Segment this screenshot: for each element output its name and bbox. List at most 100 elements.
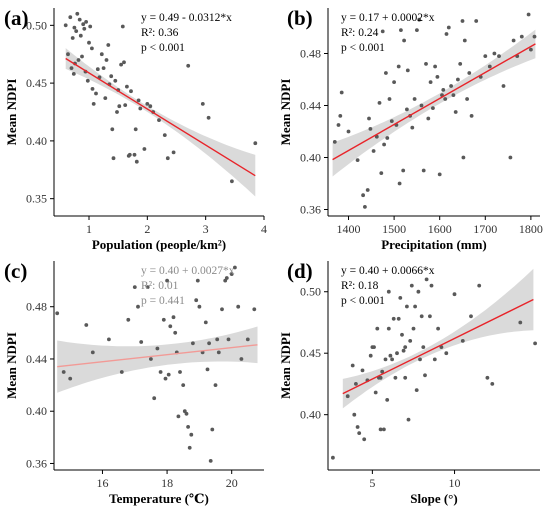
y-axis-title: Mean NDPI bbox=[278, 79, 293, 146]
data-point bbox=[400, 332, 404, 337]
data-point bbox=[415, 28, 419, 32]
data-point bbox=[148, 104, 153, 109]
data-point bbox=[346, 129, 351, 134]
data-point bbox=[125, 84, 129, 89]
data-point bbox=[393, 375, 398, 380]
data-point bbox=[501, 84, 506, 88]
data-point bbox=[405, 304, 409, 309]
data-point bbox=[444, 32, 449, 36]
data-point bbox=[101, 66, 106, 70]
data-point bbox=[189, 432, 194, 437]
x-tick-label: 1600 bbox=[428, 222, 452, 236]
data-point bbox=[435, 75, 440, 79]
data-point bbox=[91, 102, 96, 106]
data-point bbox=[127, 152, 132, 157]
annotation-line: p < 0.001 bbox=[341, 295, 385, 307]
data-point bbox=[191, 341, 195, 346]
data-point bbox=[331, 455, 335, 460]
data-point bbox=[437, 172, 442, 177]
data-point bbox=[392, 80, 396, 84]
data-point bbox=[497, 54, 501, 58]
data-point bbox=[409, 283, 414, 288]
data-point bbox=[111, 156, 116, 161]
data-point bbox=[519, 34, 524, 39]
data-point bbox=[71, 72, 76, 76]
data-point bbox=[406, 417, 411, 422]
data-point bbox=[236, 304, 241, 309]
data-point bbox=[402, 38, 406, 43]
annotation-line: R²: 0.01 bbox=[141, 280, 179, 292]
data-point bbox=[469, 114, 474, 118]
annotation-line: R²: 0.24 bbox=[341, 27, 379, 39]
data-point bbox=[405, 68, 410, 73]
confidence-band bbox=[57, 326, 258, 393]
data-point bbox=[126, 317, 131, 322]
data-point bbox=[405, 107, 409, 112]
data-point bbox=[95, 67, 100, 72]
data-point bbox=[380, 369, 385, 374]
data-point bbox=[460, 339, 465, 343]
data-point bbox=[203, 320, 208, 325]
data-point bbox=[158, 370, 163, 374]
data-point bbox=[461, 155, 466, 160]
data-point bbox=[77, 17, 82, 22]
data-point bbox=[423, 373, 427, 378]
data-point bbox=[220, 307, 224, 312]
data-point bbox=[187, 445, 192, 450]
data-point bbox=[166, 372, 171, 377]
data-point bbox=[492, 51, 497, 56]
data-point bbox=[332, 140, 337, 144]
data-point bbox=[178, 370, 182, 374]
data-point bbox=[61, 370, 66, 374]
y-axis-title: Mean NDPI bbox=[4, 332, 19, 399]
data-point bbox=[338, 114, 343, 118]
x-tick-label: 1700 bbox=[473, 222, 497, 236]
data-point bbox=[245, 337, 250, 342]
data-point bbox=[119, 370, 124, 374]
x-tick-label: 2 bbox=[144, 222, 150, 236]
data-point bbox=[368, 353, 373, 358]
data-point bbox=[456, 77, 460, 82]
data-point bbox=[107, 337, 111, 342]
regression-line bbox=[342, 298, 534, 395]
panel-3: (c) 0.36 0.40 0.44 0.48 16 18 20 Temperature (℃)… bbox=[4, 259, 264, 506]
data-point bbox=[412, 97, 417, 101]
data-point bbox=[76, 58, 81, 62]
data-point bbox=[361, 193, 365, 198]
x-tick-label: 1400 bbox=[337, 222, 361, 236]
data-point bbox=[386, 289, 391, 294]
y-tick-label: 0.35 bbox=[26, 192, 47, 206]
confidence-band bbox=[65, 48, 256, 197]
data-point bbox=[239, 357, 244, 361]
data-point bbox=[424, 277, 429, 282]
data-point bbox=[145, 102, 150, 106]
annotation-line: y = 0.49 - 0.0312*x bbox=[141, 12, 232, 24]
annotation-line: p < 0.001 bbox=[341, 42, 385, 54]
data-point bbox=[371, 149, 376, 153]
data-point bbox=[110, 127, 115, 132]
data-point bbox=[453, 110, 458, 114]
data-point bbox=[414, 388, 419, 392]
data-point bbox=[419, 314, 424, 319]
annotation-line: p = 0.441 bbox=[141, 295, 185, 307]
data-point bbox=[186, 425, 191, 429]
data-point bbox=[477, 283, 482, 288]
data-point bbox=[171, 150, 176, 155]
data-point bbox=[120, 24, 125, 29]
y-tick-label: 0.40 bbox=[300, 408, 321, 422]
data-point bbox=[403, 375, 408, 380]
data-point bbox=[68, 15, 73, 20]
data-point bbox=[446, 25, 451, 30]
data-point bbox=[385, 136, 390, 140]
confidence-band bbox=[332, 29, 536, 177]
data-point bbox=[176, 414, 181, 419]
y-tick-label: 0.48 bbox=[26, 300, 47, 314]
data-point bbox=[382, 427, 386, 432]
data-point bbox=[529, 47, 533, 52]
data-point bbox=[63, 23, 68, 28]
data-point bbox=[443, 97, 448, 101]
y-tick-label: 0.40 bbox=[300, 151, 321, 165]
data-point bbox=[171, 315, 176, 320]
